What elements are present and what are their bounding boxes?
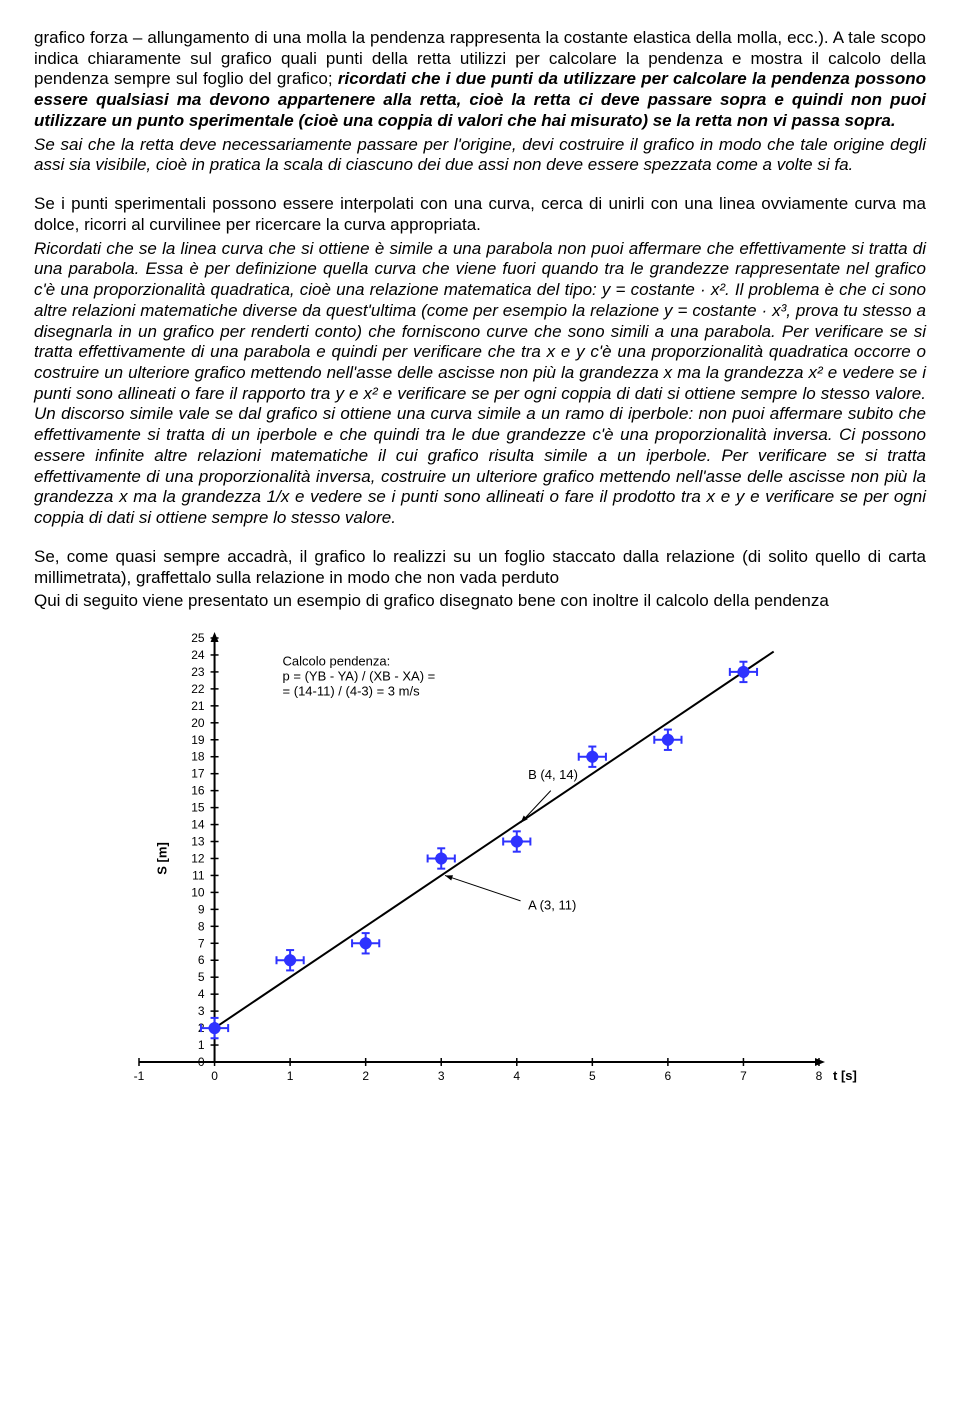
svg-text:B (4, 14): B (4, 14): [528, 767, 578, 782]
svg-text:5: 5: [589, 1069, 596, 1083]
svg-text:1: 1: [198, 1038, 205, 1052]
svg-text:9: 9: [198, 902, 205, 916]
svg-text:p = (YB - YA) / (XB - XA) =: p = (YB - YA) / (XB - XA) =: [283, 668, 436, 683]
svg-text:19: 19: [191, 733, 205, 747]
svg-text:A (3, 11): A (3, 11): [528, 897, 576, 912]
svg-text:3: 3: [438, 1069, 445, 1083]
svg-text:= (14-11) / (4-3) = 3 m/s: = (14-11) / (4-3) = 3 m/s: [283, 683, 421, 698]
svg-text:24: 24: [191, 648, 205, 662]
paragraph-1-body: grafico forza – allungamento di una moll…: [34, 28, 926, 132]
paragraph-4: Se, come quasi sempre accadrà, il grafic…: [34, 547, 926, 612]
svg-text:7: 7: [198, 936, 205, 950]
svg-text:25: 25: [191, 631, 205, 645]
scatter-chart: -101234567801234567891011121314151617181…: [54, 630, 874, 1090]
svg-text:1: 1: [287, 1069, 294, 1083]
svg-text:3: 3: [198, 1004, 205, 1018]
svg-text:10: 10: [191, 885, 205, 899]
svg-text:0: 0: [211, 1069, 218, 1083]
svg-text:4: 4: [198, 987, 205, 1001]
p4b: Qui di seguito viene presentato un esemp…: [34, 591, 926, 612]
svg-text:13: 13: [191, 835, 205, 849]
svg-text:20: 20: [191, 716, 205, 730]
paragraph-1: grafico forza – allungamento di una moll…: [34, 28, 926, 176]
paragraph-2: Se sai che la retta deve necessariamente…: [34, 135, 926, 176]
p3b: Ricordati che se la linea curva che si o…: [34, 239, 926, 529]
svg-text:12: 12: [191, 852, 205, 866]
p4a: Se, come quasi sempre accadrà, il grafic…: [34, 547, 926, 588]
svg-text:S [m]: S [m]: [155, 842, 170, 875]
svg-text:2: 2: [362, 1069, 369, 1083]
svg-text:5: 5: [198, 970, 205, 984]
svg-text:17: 17: [191, 767, 205, 781]
svg-text:15: 15: [191, 801, 205, 815]
p3a: Se i punti sperimentali possono essere i…: [34, 194, 926, 235]
svg-text:Calcolo pendenza:: Calcolo pendenza:: [283, 653, 391, 668]
svg-text:22: 22: [191, 682, 205, 696]
svg-text:16: 16: [191, 784, 205, 798]
paragraph-3: Se i punti sperimentali possono essere i…: [34, 194, 926, 529]
svg-text:0: 0: [198, 1055, 205, 1069]
svg-text:4: 4: [513, 1069, 520, 1083]
svg-text:t [s]: t [s]: [833, 1068, 857, 1083]
svg-text:-1: -1: [134, 1069, 145, 1083]
svg-text:8: 8: [816, 1069, 823, 1083]
chart-container: -101234567801234567891011121314151617181…: [54, 630, 926, 1090]
svg-text:6: 6: [665, 1069, 672, 1083]
svg-text:11: 11: [192, 869, 205, 883]
svg-text:6: 6: [198, 953, 205, 967]
svg-text:14: 14: [191, 818, 205, 832]
svg-text:21: 21: [191, 699, 205, 713]
svg-text:7: 7: [740, 1069, 747, 1083]
svg-text:8: 8: [198, 919, 205, 933]
svg-text:23: 23: [191, 665, 205, 679]
svg-text:18: 18: [191, 750, 205, 764]
